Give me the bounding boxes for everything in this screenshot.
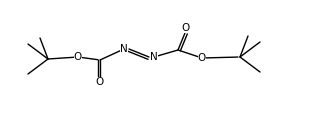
Text: O: O [96, 77, 104, 87]
Text: O: O [74, 52, 82, 62]
Text: N: N [120, 44, 128, 54]
Text: O: O [181, 23, 189, 33]
Text: N: N [150, 52, 158, 62]
Text: O: O [198, 53, 206, 63]
